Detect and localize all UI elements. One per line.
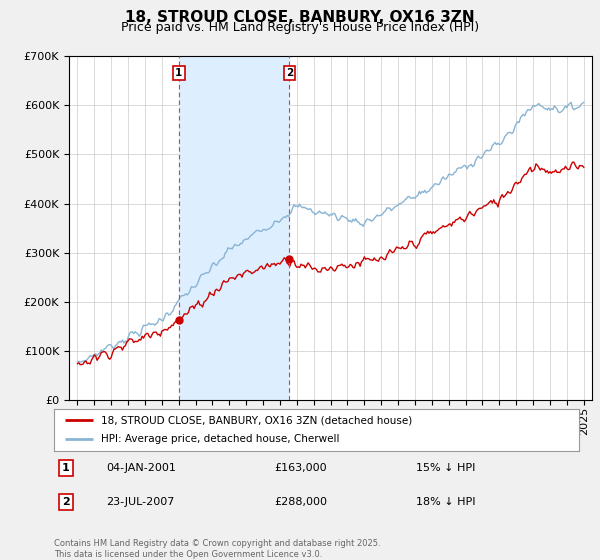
Text: 1: 1 — [175, 68, 182, 78]
Bar — [179, 56, 289, 400]
Text: 2: 2 — [62, 497, 70, 507]
Text: 15% ↓ HPI: 15% ↓ HPI — [416, 463, 476, 473]
Text: £288,000: £288,000 — [275, 497, 328, 507]
Text: HPI: Average price, detached house, Cherwell: HPI: Average price, detached house, Cher… — [101, 435, 340, 445]
Text: 23-JUL-2007: 23-JUL-2007 — [107, 497, 175, 507]
Text: 04-JAN-2001: 04-JAN-2001 — [107, 463, 176, 473]
Text: Price paid vs. HM Land Registry's House Price Index (HPI): Price paid vs. HM Land Registry's House … — [121, 21, 479, 34]
Text: 18% ↓ HPI: 18% ↓ HPI — [416, 497, 476, 507]
Text: Contains HM Land Registry data © Crown copyright and database right 2025.
This d: Contains HM Land Registry data © Crown c… — [54, 539, 380, 559]
Text: 18, STROUD CLOSE, BANBURY, OX16 3ZN (detached house): 18, STROUD CLOSE, BANBURY, OX16 3ZN (det… — [101, 415, 413, 425]
Text: 1: 1 — [62, 463, 70, 473]
Text: 18, STROUD CLOSE, BANBURY, OX16 3ZN: 18, STROUD CLOSE, BANBURY, OX16 3ZN — [125, 10, 475, 25]
Text: £163,000: £163,000 — [275, 463, 327, 473]
Text: 2: 2 — [286, 68, 293, 78]
